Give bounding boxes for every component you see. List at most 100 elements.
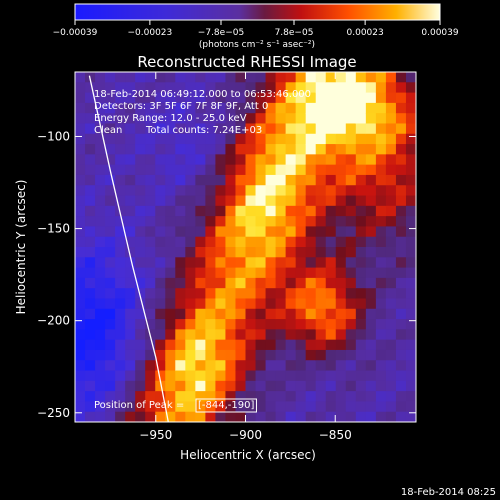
heatmap-cell [375,329,387,341]
heatmap-cell [375,288,387,300]
heatmap-cell [155,267,166,279]
heatmap-cell [135,113,146,125]
heatmap-cell [265,174,277,186]
heatmap-cell [115,339,126,351]
heatmap-cell [265,329,277,341]
heatmap-cell [365,277,377,289]
heatmap-cell [305,133,317,145]
heatmap-cell [105,247,116,258]
heatmap-cell [125,92,136,104]
heatmap-cell [345,195,357,207]
heatmap-cell [345,360,357,372]
colorbar-tick-label: −7.8e−05 [198,28,244,38]
heatmap-cell [125,102,136,114]
heatmap-cell [405,154,416,166]
heatmap-cell [155,319,166,330]
heatmap-cell [305,391,317,403]
heatmap-cell [305,360,317,372]
heatmap-cell [95,370,106,382]
heatmap-cell [225,247,237,258]
heatmap-cell [195,247,206,258]
heatmap-cell [395,174,407,186]
heatmap-cell [105,349,116,361]
heatmap-cell [325,247,337,258]
heatmap-cell [395,226,407,238]
heatmap-cell [335,267,347,279]
heatmap-cell [95,411,106,422]
heatmap-cell [375,133,387,145]
heatmap-cell [375,205,387,217]
heatmap-cell [235,226,247,238]
heatmap-cell [135,82,146,94]
heatmap-cell [245,349,257,361]
heatmap-cell [325,144,337,155]
heatmap-cell [265,370,277,382]
heatmap-cell [185,339,196,351]
heatmap-cell [125,339,136,351]
heatmap-cell [395,380,407,392]
heatmap-cell [305,349,317,361]
heatmap-cell [195,205,206,217]
heatmap-cell [395,277,407,289]
heatmap-cell [165,339,176,351]
heatmap-cell [285,144,297,155]
heatmap-cell [365,349,377,361]
heatmap-cell [315,216,327,228]
heatmap-cell [215,72,227,83]
heatmap-cell [175,133,186,145]
heatmap-cell [75,411,86,422]
heatmap-cell [245,391,257,403]
heatmap-cell [75,144,86,155]
heatmap-cell [305,277,317,289]
heatmap-cell [135,216,146,228]
heatmap-cell [335,308,347,320]
heatmap-cell [405,349,416,361]
heatmap-cell [395,308,407,320]
heatmap-cell [315,195,327,207]
heatmap-cell [265,267,277,279]
heatmap-cell [205,257,217,269]
colorbar [74,3,441,21]
heatmap-cell [165,226,176,238]
heatmap-cell [175,164,186,176]
heatmap-cell [405,102,416,114]
heatmap-cell [225,360,237,372]
heatmap-cell [245,174,257,186]
heatmap-cell [375,411,387,422]
heatmap-cell [185,267,196,279]
heatmap-cell [385,277,397,289]
heatmap-cell [195,185,206,197]
heatmap-cell [235,329,247,341]
heatmap-cell [165,82,176,94]
heatmap-cell [155,216,166,228]
heatmap-cell [225,144,237,155]
heatmap-cell [325,308,337,320]
heatmap-cell [155,174,166,186]
heatmap-cell [215,288,227,300]
heatmap-cell [255,205,267,217]
heatmap-cell [125,319,136,330]
heatmap-cell [155,349,166,361]
heatmap-cell [285,329,297,341]
heatmap-cell [305,329,317,341]
heatmap-cell [345,102,357,114]
annotation-clean: Clean [94,125,122,136]
heatmap-cell [265,339,277,351]
heatmap-cell [245,144,257,155]
heatmap-cell [175,113,186,125]
heatmap-cell [335,380,347,392]
heatmap-cell [125,380,136,392]
heatmap-cell [285,205,297,217]
heatmap-cell [215,401,227,413]
heatmap-cell [325,370,337,382]
heatmap-cell [95,72,106,83]
heatmap-cell [95,113,106,125]
heatmap-cell [185,360,196,372]
heatmap-cell [135,185,146,197]
heatmap-cell [285,360,297,372]
heatmap-cell [395,195,407,207]
heatmap-cell [275,298,287,310]
heatmap-cell [265,380,277,392]
heatmap-cell [285,319,297,330]
heatmap-cell [115,360,126,372]
